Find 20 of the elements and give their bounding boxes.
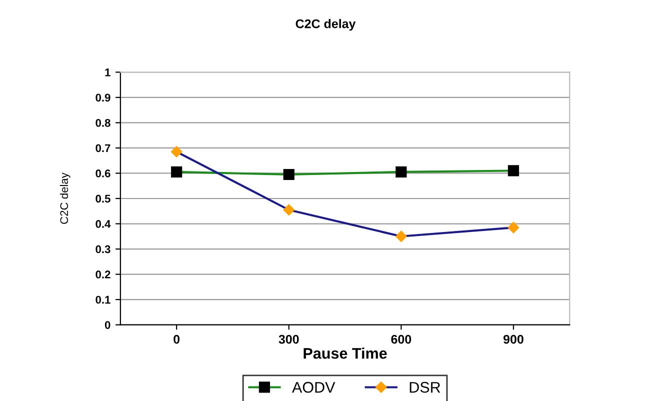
y-tick-label: 0.5 — [96, 194, 110, 203]
x-tick-label: 900 — [503, 334, 524, 344]
x-tick-label: 600 — [391, 334, 412, 344]
x-axis-title: Pause Time — [304, 348, 387, 359]
y-tick-label: 0.4 — [96, 220, 111, 228]
y-tick-label: 0.2 — [96, 270, 110, 278]
x-tick-label: 300 — [278, 334, 299, 344]
y-tick-label: 0.3 — [96, 245, 110, 254]
y-tick-label: 1 — [105, 68, 110, 76]
y-tick-label: 0.7 — [96, 144, 110, 152]
x-tick-label: 0 — [174, 334, 180, 344]
y-tick-label: 0.6 — [96, 170, 110, 178]
chart-title: C2C delay — [296, 19, 356, 31]
y-tick-label: 0 — [104, 321, 110, 329]
y-axis-title: C2C delay — [60, 172, 70, 224]
legend-label: DSR — [410, 382, 440, 393]
y-tick-label: 0.1 — [96, 296, 110, 304]
legend-label: AODV — [292, 382, 336, 393]
y-tick-label: 0.9 — [96, 94, 110, 102]
y-tick-label: 0.8 — [96, 118, 110, 127]
